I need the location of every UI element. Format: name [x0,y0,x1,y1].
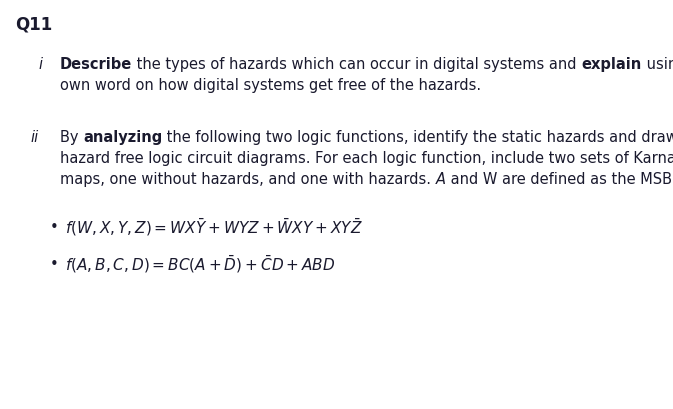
Text: analyzing: analyzing [83,130,162,145]
Text: A: A [435,172,446,187]
Text: Describe: Describe [60,57,133,72]
Text: hazard free logic circuit diagrams. For each logic function, include two sets of: hazard free logic circuit diagrams. For … [60,151,673,166]
Text: using your: using your [641,57,673,72]
Text: $f(W,X,Y,Z) = WX\bar{Y} + WYZ + \bar{W}XY + XY\bar{Z}$: $f(W,X,Y,Z) = WX\bar{Y} + WYZ + \bar{W}X… [65,217,363,238]
Text: own word on how digital systems get free of the hazards.: own word on how digital systems get free… [60,78,481,93]
Text: explain: explain [581,57,641,72]
Text: $f(A,B,C,D) = BC(A + \bar{D}) + \bar{C}D + ABD$: $f(A,B,C,D) = BC(A + \bar{D}) + \bar{C}D… [65,254,335,275]
Text: ii: ii [30,130,38,145]
Text: maps, one without hazards, and one with hazards.: maps, one without hazards, and one with … [60,172,435,187]
Text: •: • [50,257,59,272]
Text: •: • [50,220,59,235]
Text: the types of hazards which can occur in digital systems and: the types of hazards which can occur in … [133,57,581,72]
Text: By: By [60,130,83,145]
Text: i: i [38,57,42,72]
Text: Q11: Q11 [15,15,52,33]
Text: and W are defined as the MSB:: and W are defined as the MSB: [446,172,673,187]
Text: the following two logic functions, identify the static hazards and draw the: the following two logic functions, ident… [162,130,673,145]
